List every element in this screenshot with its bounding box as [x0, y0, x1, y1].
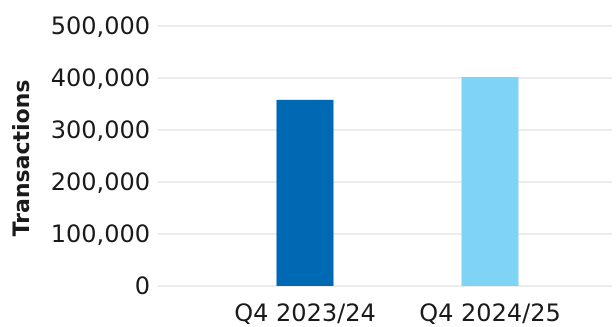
bar-1: [276, 99, 334, 286]
y-tick-label: 400,000: [51, 64, 150, 92]
y-tick-label: 0: [135, 272, 150, 300]
y-tick-label: 500,000: [51, 12, 150, 40]
gridlines: [158, 25, 612, 287]
bars: [276, 76, 519, 287]
y-tick-label: 300,000: [51, 116, 150, 144]
y-axis-tick-labels: 0 100,000 200,000 300,000 400,000 500,000: [51, 12, 150, 300]
x-tick-label: Q4 2023/24: [234, 299, 376, 327]
y-axis-title: Transactions: [10, 80, 35, 237]
x-axis-tick-labels: Q4 2023/24 Q4 2024/25: [234, 299, 561, 327]
x-tick-label: Q4 2024/25: [419, 299, 561, 327]
y-tick-label: 100,000: [51, 220, 150, 248]
bar-2: [461, 76, 519, 287]
y-tick-label: 200,000: [51, 168, 150, 196]
